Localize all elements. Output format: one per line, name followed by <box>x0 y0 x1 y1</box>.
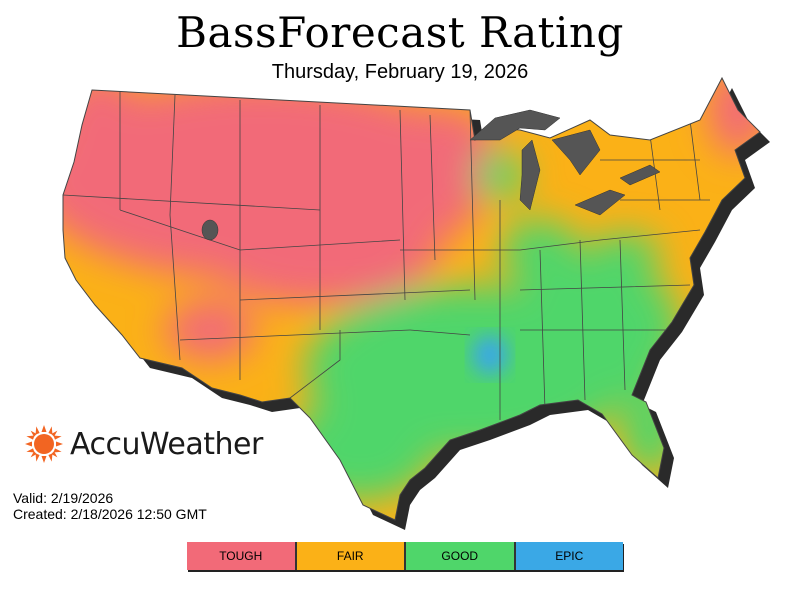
legend-item-epic: EPIC <box>515 542 623 570</box>
legend-item-tough: TOUGH <box>187 542 297 570</box>
valid-date: Valid: 2/19/2026 <box>13 490 114 506</box>
legend-item-fair: FAIR <box>296 542 406 570</box>
state-borders <box>63 78 710 420</box>
rating-legend: TOUGH FAIR GOOD EPIC <box>187 542 623 570</box>
forecast-meta: Valid: 2/19/2026 Created: 2/18/2026 12:5… <box>13 490 207 522</box>
sun-icon <box>25 425 63 463</box>
legend-item-good: GOOD <box>406 542 516 570</box>
map-title: BassForecast Rating <box>176 8 624 57</box>
great-lakes <box>201 109 661 241</box>
created-date: Created: 2/18/2026 12:50 GMT <box>13 506 207 522</box>
forecast-date: Thursday, February 19, 2026 <box>271 61 529 83</box>
brand-name: AccuWeather <box>70 426 263 462</box>
brand-logo: AccuWeather <box>24 424 263 464</box>
